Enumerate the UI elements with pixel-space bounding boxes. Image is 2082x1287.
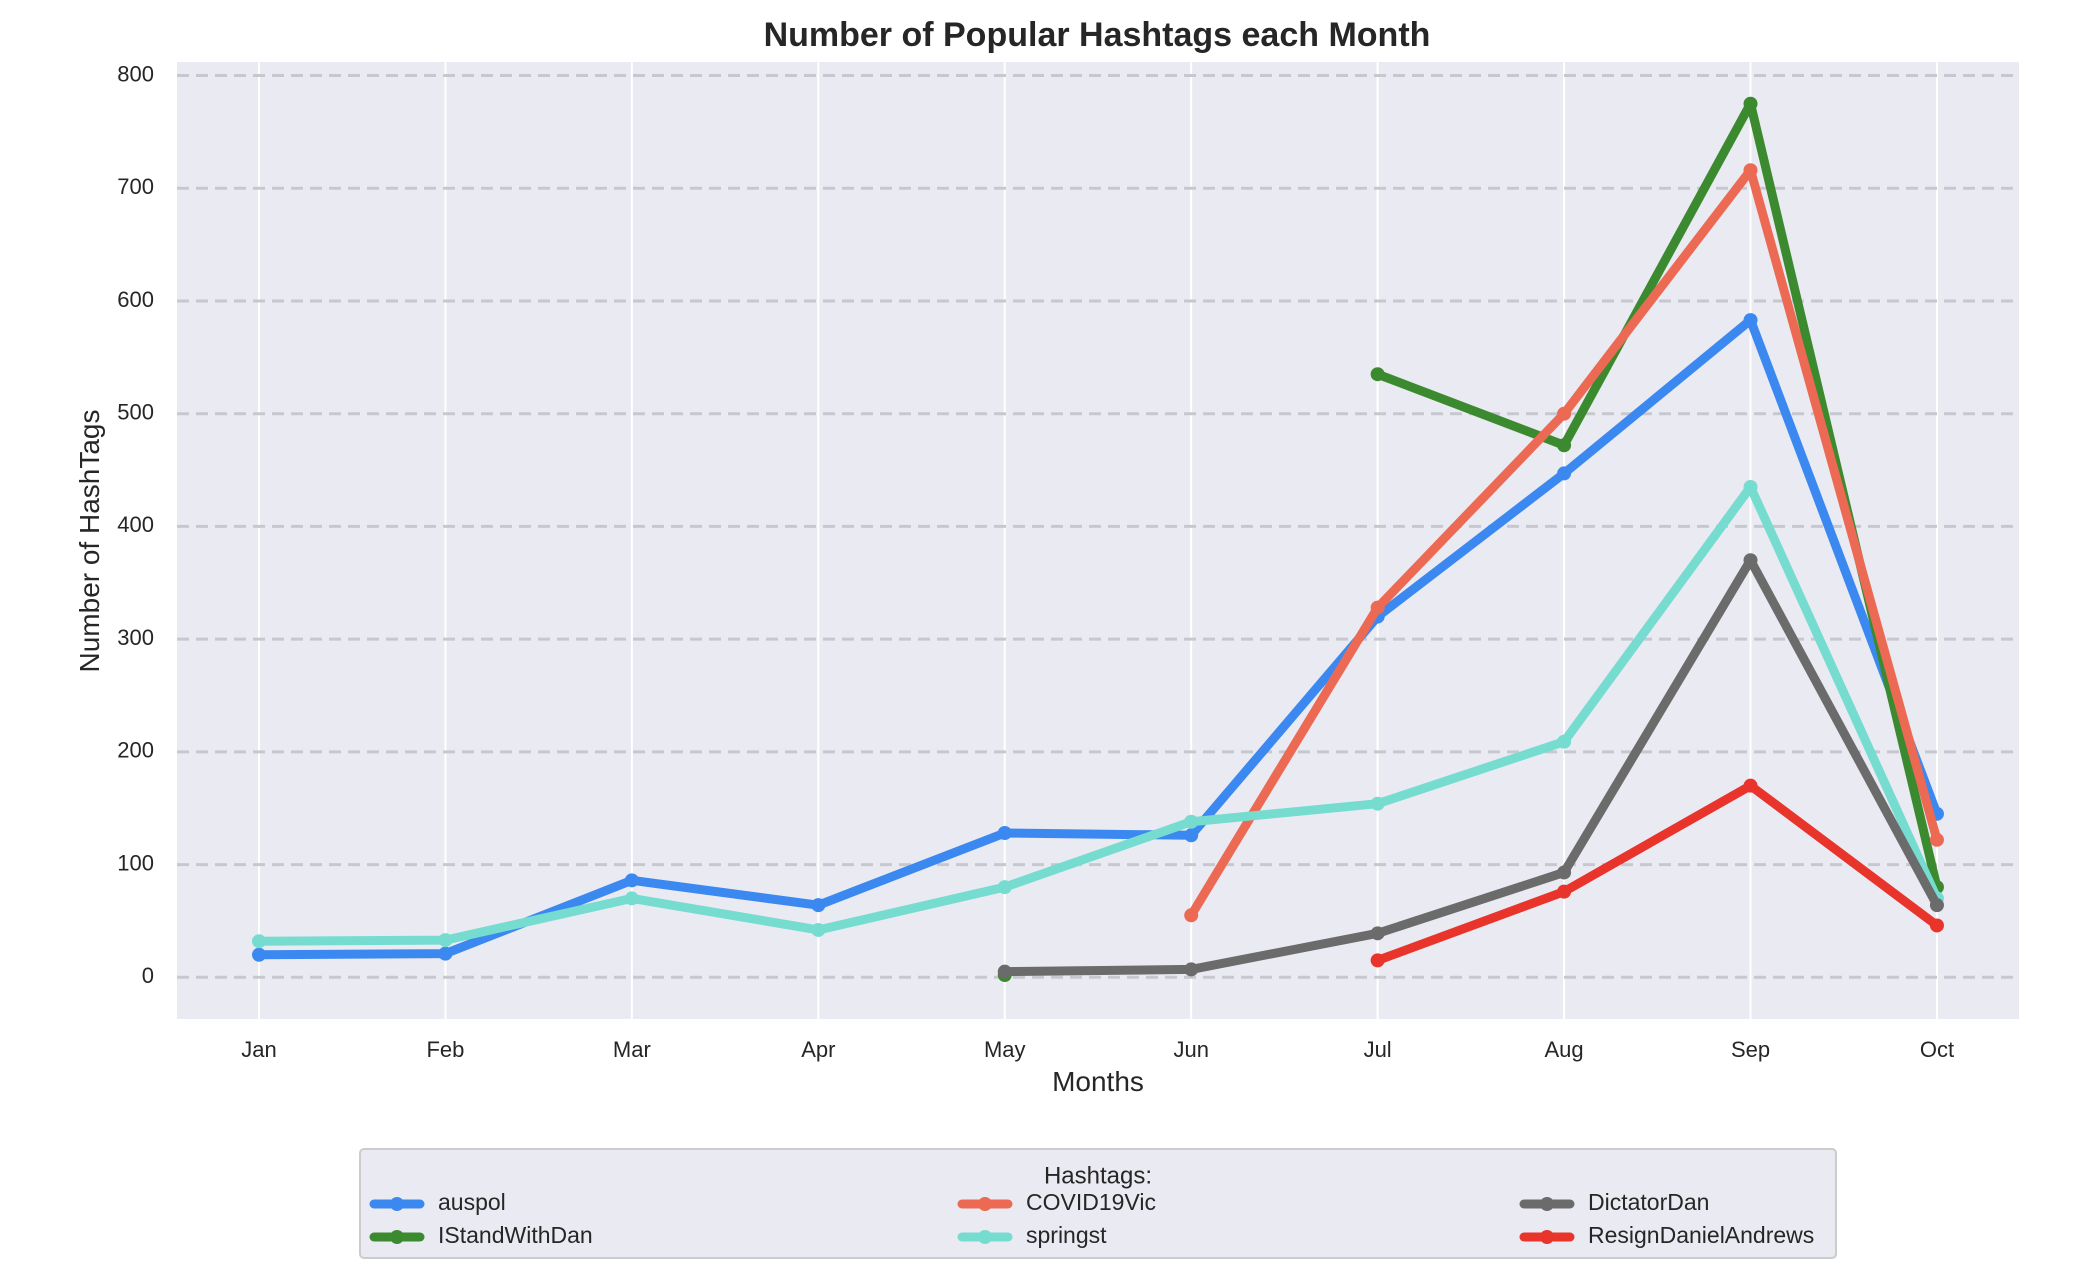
series-line-dictatordan-0 <box>1000 555 1942 977</box>
point-springst-sep <box>1743 479 1758 494</box>
legend-label-resigndanielandrews: ResignDanielAndrews <box>1588 1222 1814 1248</box>
series-layer <box>252 96 1944 983</box>
y-tick-label-100: 100 <box>117 850 154 875</box>
legend-label-springst: springst <box>1026 1222 1107 1248</box>
point-auspol-aug <box>1557 466 1572 481</box>
point-istandwithdan-aug <box>1557 438 1572 453</box>
x-tick-label-mar: Mar <box>613 1037 651 1062</box>
point-resigndanielandrews-oct <box>1929 918 1944 933</box>
legend-item-covid19vic: COVID19Vic <box>957 1189 1156 1215</box>
series-line-resigndanielandrews-0 <box>1373 781 1942 965</box>
x-tick-label-apr: Apr <box>801 1037 835 1062</box>
point-covid19vic-sep <box>1743 163 1758 178</box>
point-springst-may <box>997 880 1012 895</box>
point-istandwithdan-jul <box>1370 367 1385 382</box>
point-dictatordan-sep <box>1743 553 1758 568</box>
x-tick-label-may: May <box>984 1037 1026 1062</box>
point-covid19vic-oct <box>1929 832 1944 847</box>
point-springst-aug <box>1557 734 1572 749</box>
point-springst-feb <box>438 933 453 948</box>
legend-item-springst: springst <box>957 1222 1107 1248</box>
point-dictatordan-may <box>997 964 1012 979</box>
point-covid19vic-aug <box>1557 406 1572 421</box>
legend-marker-istandwithdan <box>390 1230 404 1244</box>
x-axis-label: Months <box>1052 1066 1144 1097</box>
point-dictatordan-jun <box>1184 962 1199 977</box>
y-grid <box>177 74 2019 979</box>
legend-marker-auspol <box>390 1197 404 1211</box>
y-tick-label-200: 200 <box>117 738 154 763</box>
point-dictatordan-jul <box>1370 926 1385 941</box>
point-resigndanielandrews-sep <box>1743 778 1758 793</box>
x-tick-label-jan: Jan <box>241 1037 276 1062</box>
point-auspol-feb <box>438 946 453 961</box>
x-tick-label-sep: Sep <box>1731 1037 1770 1062</box>
point-auspol-may <box>997 826 1012 841</box>
legend-item-auspol: auspol <box>369 1189 506 1215</box>
y-tick-label-800: 800 <box>117 61 154 86</box>
point-springst-mar <box>624 891 639 906</box>
legend-label-auspol: auspol <box>438 1189 506 1215</box>
x-grid <box>258 62 1938 1019</box>
point-springst-jun <box>1184 814 1199 829</box>
y-ticks: 0 100 200 300 400 500 600 700 800 <box>117 61 154 988</box>
y-tick-label-600: 600 <box>117 287 154 312</box>
point-istandwithdan-sep <box>1743 96 1758 111</box>
y-axis-label: Number of HashTags <box>74 409 105 672</box>
legend-title: Hashtags: <box>1044 1162 1152 1189</box>
y-tick-label-400: 400 <box>117 512 154 537</box>
y-tick-label-0: 0 <box>142 963 154 988</box>
legend-marker-dictatordan <box>1540 1197 1554 1211</box>
point-springst-jan <box>252 934 266 949</box>
y-tick-label-500: 500 <box>117 400 154 425</box>
y-tick-label-700: 700 <box>117 174 154 199</box>
point-springst-apr <box>811 922 826 937</box>
point-auspol-mar <box>624 873 639 888</box>
point-auspol-jan <box>252 947 266 962</box>
point-resigndanielandrews-jul <box>1370 953 1385 968</box>
plot-area <box>177 62 2019 1019</box>
x-tick-label-jun: Jun <box>1173 1037 1208 1062</box>
point-auspol-apr <box>811 898 826 913</box>
point-auspol-jun <box>1184 828 1199 843</box>
legend-item-istandwithdan: IStandWithDan <box>369 1222 593 1248</box>
x-ticks: Jan Feb Mar Apr May Jun Jul Aug Sep Oct <box>241 1037 1954 1062</box>
series-resigndanielandrews <box>1370 778 1944 968</box>
legend-marker-covid19vic <box>978 1197 992 1211</box>
legend-item-dictatordan: DictatorDan <box>1519 1189 1709 1215</box>
legend-items: auspol IStandWithDan COVID19Vic springst Dic… <box>369 1189 1814 1248</box>
legend-label-covid19vic: COVID19Vic <box>1026 1189 1156 1215</box>
series-line-springst-0 <box>254 482 1942 946</box>
legend: Hashtags: auspol IStandWithDan COVID19Vic s… <box>359 1148 1837 1259</box>
legend-marker-springst <box>978 1230 992 1244</box>
chart-title: Number of Popular Hashtags each Month <box>764 16 1431 54</box>
x-tick-label-aug: Aug <box>1545 1037 1584 1062</box>
x-tick-label-feb: Feb <box>426 1037 464 1062</box>
legend-label-dictatordan: DictatorDan <box>1588 1189 1709 1215</box>
point-springst-jul <box>1370 796 1385 811</box>
series-dictatordan <box>997 553 1944 979</box>
point-dictatordan-aug <box>1557 865 1572 880</box>
legend-label-istandwithdan: IStandWithDan <box>438 1222 593 1248</box>
legend-box <box>359 1148 1837 1259</box>
series-covid19vic <box>1184 163 1944 923</box>
point-covid19vic-jun <box>1184 908 1199 923</box>
legend-item-resigndanielandrews: ResignDanielAndrews <box>1519 1222 1814 1248</box>
legend-marker-resigndanielandrews <box>1540 1230 1554 1244</box>
x-tick-label-oct: Oct <box>1920 1037 1954 1062</box>
point-dictatordan-oct <box>1929 898 1944 913</box>
x-tick-label-jul: Jul <box>1364 1037 1392 1062</box>
y-tick-label-300: 300 <box>117 625 154 650</box>
point-resigndanielandrews-aug <box>1557 884 1572 899</box>
point-auspol-sep <box>1743 313 1758 328</box>
point-covid19vic-jul <box>1370 600 1385 615</box>
